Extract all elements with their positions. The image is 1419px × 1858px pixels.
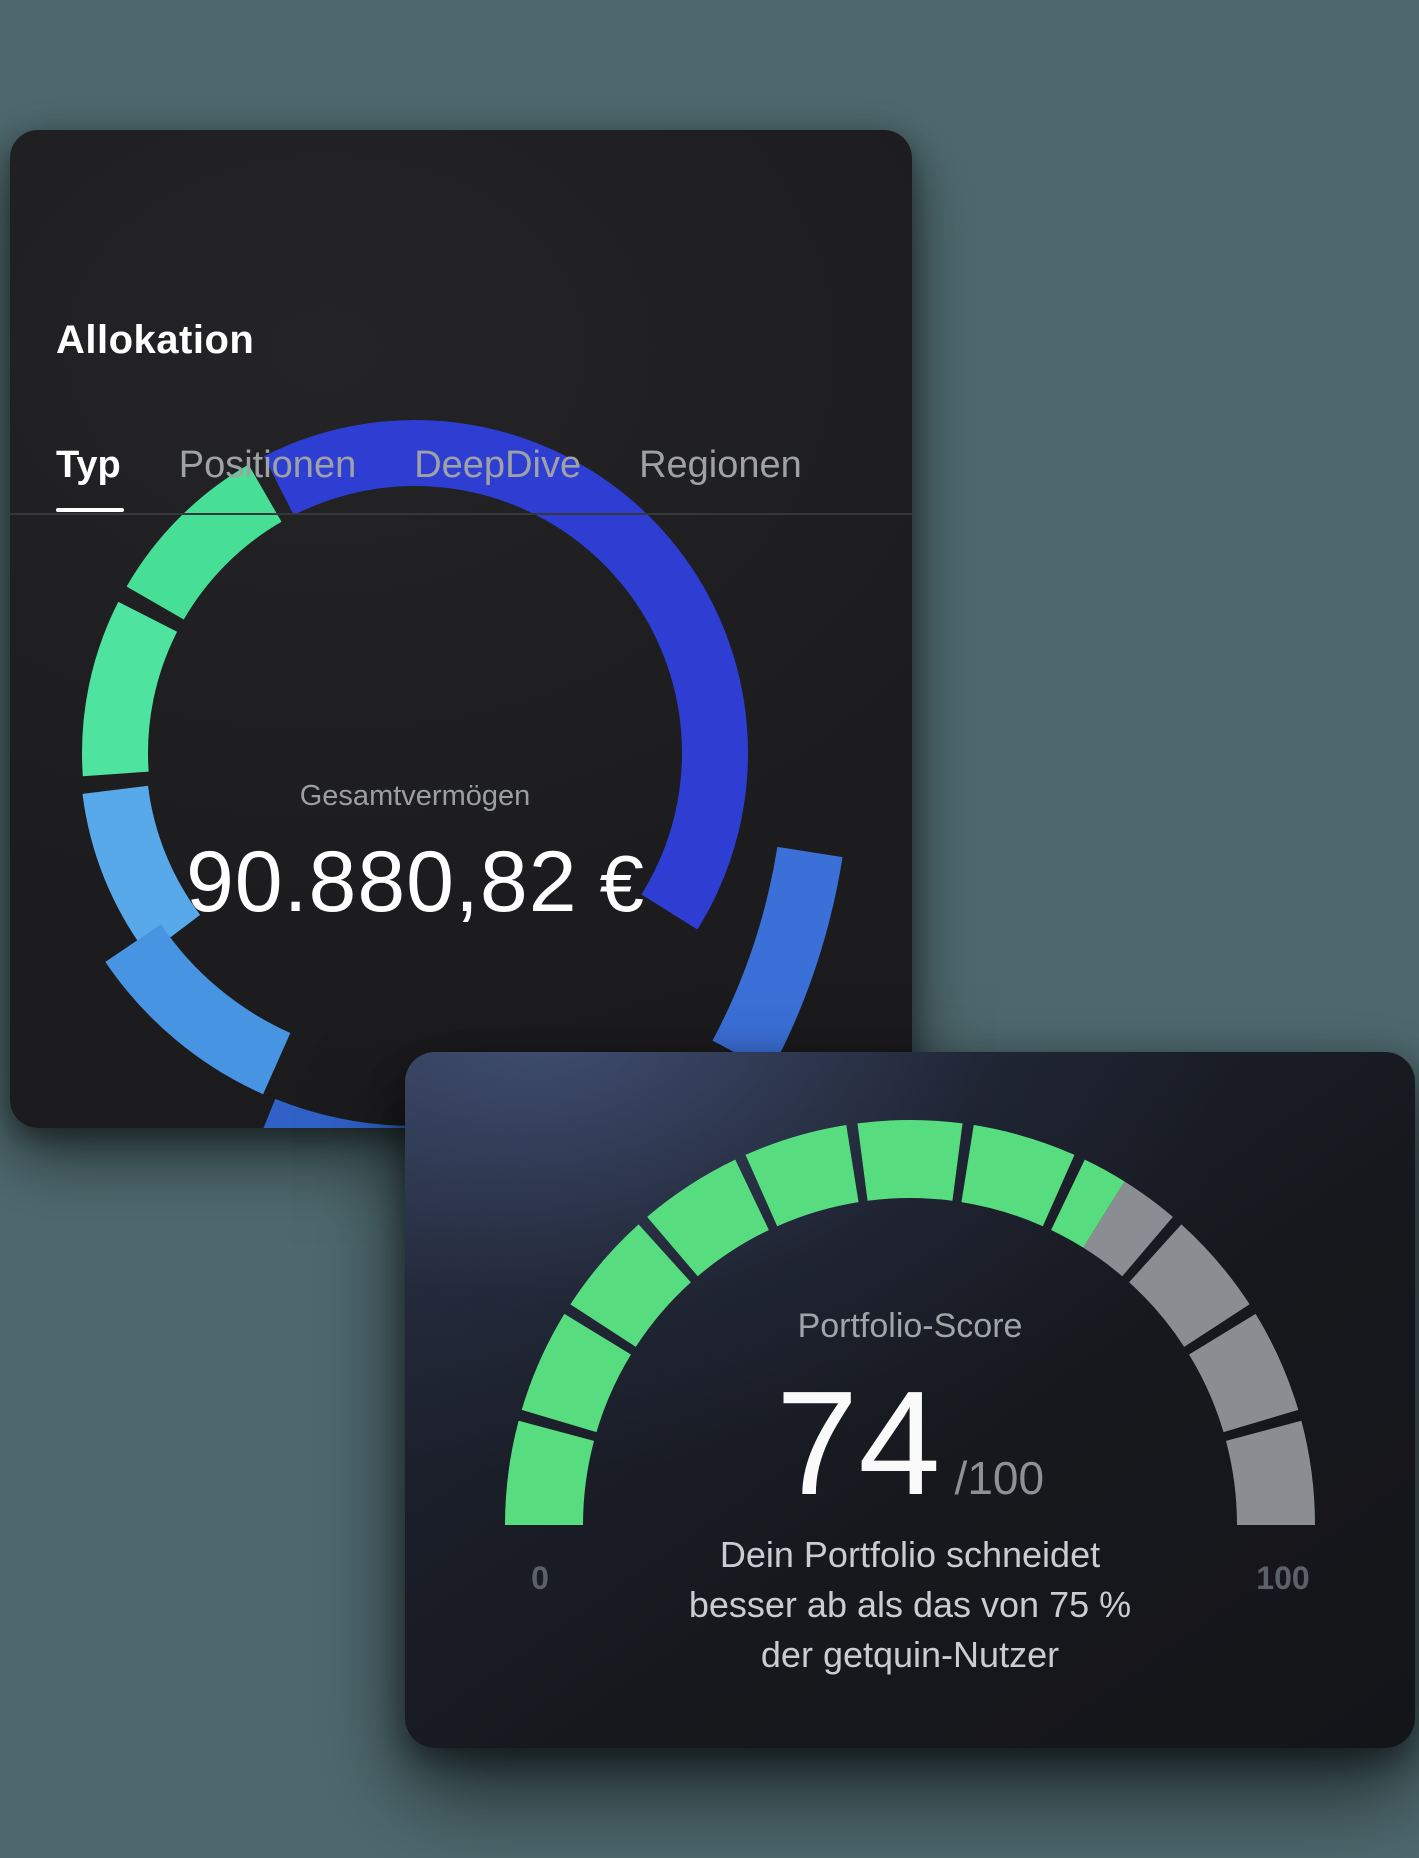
score-description-line: besser ab als das von 75 %: [688, 1584, 1132, 1625]
tabs-divider: [10, 513, 912, 515]
page-title: Allokation: [56, 318, 255, 362]
tab-positionen[interactable]: Positionen: [178, 444, 357, 486]
tab-regionen[interactable]: Regionen: [639, 444, 802, 486]
total-assets-amount: 90.880,82: [185, 834, 578, 930]
allocation-card: Allokation Typ Positionen DeepDive Regio…: [10, 130, 912, 1128]
score-value: 74: [775, 1361, 941, 1526]
tab-typ[interactable]: Typ: [56, 444, 121, 486]
gauge-max-label: 100: [1256, 1560, 1310, 1596]
allocation-donut-chart: [82, 420, 843, 1128]
portfolio-score-gauge: [505, 1120, 1315, 1526]
score-readout: 74 /100: [776, 1370, 1044, 1518]
total-assets-label: Gesamtvermögen: [299, 780, 531, 812]
tab-deepdive[interactable]: DeepDive: [414, 444, 582, 486]
score-description: Dein Portfolio schneidet besser ab als d…: [689, 1530, 1131, 1680]
score-denominator: /100: [954, 1452, 1045, 1504]
score-description-line: der getquin-Nutzer: [760, 1634, 1060, 1675]
score-title: Portfolio-Score: [797, 1307, 1023, 1345]
allocation-tabs: Typ Positionen DeepDive Regionen: [56, 444, 802, 487]
gauge-min-label: 0: [531, 1560, 549, 1596]
portfolio-score-card: 0 100 Portfolio-Score 74 /100 Dein Portf…: [405, 1052, 1415, 1748]
total-assets-value: 90.880,82 €: [186, 833, 644, 932]
active-tab-underline: [56, 508, 124, 512]
score-description-line: Dein Portfolio schneidet: [719, 1534, 1101, 1575]
total-assets-currency: €: [599, 839, 645, 928]
